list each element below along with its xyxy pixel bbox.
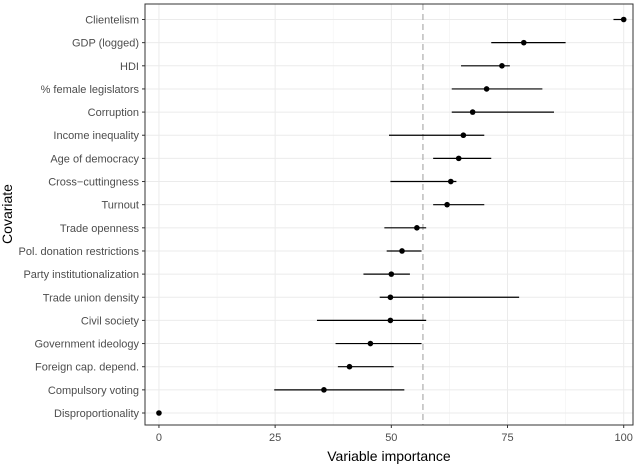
- x-tick-label: 50: [385, 432, 397, 444]
- importance-point: [346, 363, 353, 370]
- y-tick-label: Trade union density: [43, 292, 140, 304]
- importance-point: [156, 410, 162, 416]
- y-tick-label: Corruption: [88, 107, 139, 119]
- y-tick-label: Pol. donation restrictions: [19, 246, 140, 258]
- y-tick-label: Trade openness: [60, 223, 140, 235]
- importance-point: [444, 201, 450, 208]
- importance-point: [620, 16, 627, 23]
- y-tick-label: Income inequality: [53, 130, 139, 142]
- x-tick-label: 75: [501, 432, 513, 444]
- y-tick-label: Disproportionality: [54, 408, 139, 420]
- y-axis-title: Covariate: [0, 184, 15, 244]
- y-tick-label: Clientelism: [85, 15, 139, 27]
- y-tick-label: GDP (logged): [72, 38, 139, 50]
- importance-point: [448, 178, 454, 185]
- y-tick-label: Age of democracy: [50, 153, 139, 165]
- y-tick-label: Cross−cuttingness: [48, 177, 139, 189]
- y-tick-label: HDI: [120, 61, 139, 73]
- importance-point: [399, 248, 405, 254]
- importance-point: [460, 132, 467, 139]
- y-tick-label: Party institutionalization: [23, 269, 139, 281]
- y-tick-label: Government ideology: [34, 339, 139, 351]
- x-tick-label: 100: [615, 432, 633, 444]
- importance-point: [388, 271, 395, 277]
- importance-point: [414, 225, 420, 231]
- x-axis-title: Variable importance: [327, 448, 451, 464]
- y-tick-label: % female legislators: [41, 84, 140, 96]
- y-tick-label: Civil society: [81, 315, 140, 327]
- importance-point: [469, 109, 476, 115]
- y-tick-label: Compulsory voting: [48, 385, 139, 397]
- importance-point: [367, 340, 374, 347]
- importance-point: [387, 317, 394, 324]
- importance-point: [520, 39, 527, 46]
- panel-background: [145, 4, 633, 425]
- importance-point: [483, 86, 490, 92]
- importance-point: [499, 62, 505, 69]
- importance-point: [387, 294, 394, 301]
- importance-point: [455, 155, 462, 162]
- importance-points: [156, 16, 627, 416]
- y-axis-ticks: Clientelism GDP (logged) HDI % female legis…: [19, 15, 145, 420]
- y-tick-label: Foreign cap. depend.: [35, 362, 139, 374]
- importance-point: [321, 387, 327, 393]
- x-tick-label: 25: [269, 432, 281, 444]
- y-tick-label: Turnout: [101, 200, 139, 212]
- x-axis-ticks: 0 25 50 75 100: [156, 425, 633, 444]
- panel-border: [144, 3, 634, 426]
- x-tick-label: 0: [156, 432, 162, 444]
